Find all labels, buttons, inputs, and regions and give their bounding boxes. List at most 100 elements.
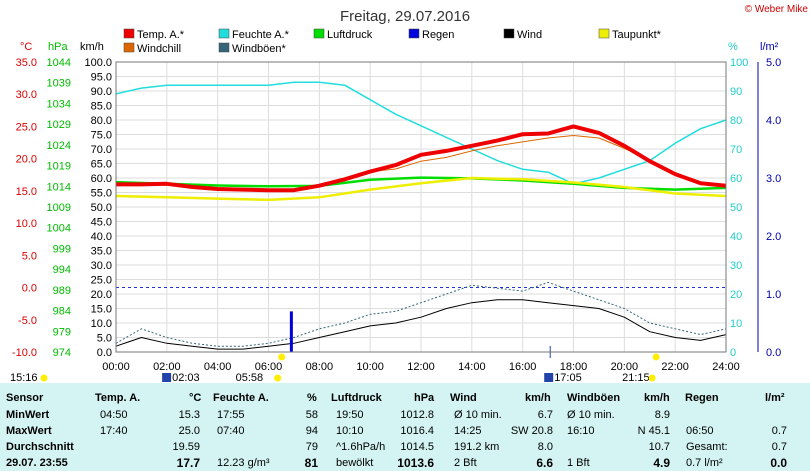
pressure-axis-unit: hPa — [48, 41, 68, 53]
time-tick-label: 04:00 — [204, 361, 232, 373]
legend-label: Taupunkt* — [612, 29, 662, 41]
table-cell: 16:10 — [567, 425, 595, 437]
temp-tick-label: 35.0 — [16, 57, 37, 69]
table-header-wind: Wind — [450, 392, 477, 404]
legend-label: Luftdruck — [327, 29, 373, 41]
legend-swatch — [123, 28, 135, 39]
time-tick-label: 24:00 — [712, 361, 740, 373]
humidity-tick-label: 20 — [730, 289, 742, 301]
legend-label: Temp. A.* — [137, 29, 185, 41]
table-row-label: 29.07. 23:55 — [6, 457, 68, 469]
humidity-tick-label: 100 — [730, 57, 748, 69]
table-header-temp-unit: °C — [189, 392, 202, 404]
wind-tick-label: 75.0 — [91, 130, 112, 142]
wind-tick-label: 70.0 — [91, 144, 112, 156]
wind-tick-label: 5.0 — [97, 333, 112, 345]
table-cell: 19:50 — [336, 409, 364, 421]
humidity-tick-label: 30 — [730, 260, 742, 272]
table-cell: Ø 10 min. — [567, 409, 615, 421]
humidity-tick-label: 60 — [730, 173, 742, 185]
temp-tick-label: -5.0 — [18, 315, 37, 327]
table-cell: 07:40 — [217, 425, 245, 437]
day-length-label: 15:16 — [10, 372, 38, 383]
table-cell: Gesamt: — [686, 441, 728, 453]
pressure-tick-label: 1039 — [47, 78, 71, 90]
table-cell: 1014.5 — [400, 441, 434, 453]
humidity-tick-label: 0 — [730, 347, 736, 359]
wind-tick-label: 20.0 — [91, 289, 112, 301]
rain-tick-label: 5.0 — [766, 57, 781, 69]
legend-label: Regen — [422, 29, 454, 41]
time-tick-label: 16:00 — [509, 361, 537, 373]
table-cell: 1012.8 — [400, 409, 434, 421]
series-line-wind — [115, 299, 727, 350]
table-header-sensor: Sensor — [6, 392, 44, 404]
series-line-windchill — [370, 135, 676, 174]
temp-tick-label: 0.0 — [22, 283, 37, 295]
wind-tick-label: 90.0 — [91, 86, 112, 98]
time-tick-label: 22:00 — [661, 361, 689, 373]
legend-label: Wind — [517, 29, 542, 41]
time-tick-label: 20:00 — [611, 361, 639, 373]
temp-tick-label: 20.0 — [16, 154, 37, 166]
table-row-label: Durchschnitt — [6, 441, 74, 453]
table-header-humidity: Feuchte A. — [213, 392, 269, 404]
sunrise-marker-icon — [278, 353, 286, 361]
wind-tick-label: 45.0 — [91, 217, 112, 229]
table-cell: bewölkt — [336, 457, 374, 469]
table-cell: 17:40 — [100, 425, 128, 437]
wind-tick-label: 50.0 — [91, 202, 112, 214]
humidity-tick-label: 70 — [730, 144, 742, 156]
table-cell: 1013.6 — [397, 456, 434, 470]
statistics-table: Sensor Temp. A. °C Feuchte A. % Luftdruc… — [0, 383, 810, 471]
pressure-tick-label: 999 — [53, 243, 71, 255]
wind-tick-label: 60.0 — [91, 173, 112, 185]
wind-tick-label: 35.0 — [91, 246, 112, 258]
temp-tick-label: 5.0 — [22, 250, 37, 262]
sunrise-time: 05:58 — [236, 372, 264, 383]
table-cell: Ø 10 min. — [454, 409, 502, 421]
table-header-humidity-unit: % — [307, 392, 317, 404]
table-cell: 8.9 — [654, 409, 670, 421]
wind-tick-label: 25.0 — [91, 275, 112, 287]
table-cell: 0.7 l/m² — [686, 457, 723, 469]
table-header-wind-unit: km/h — [525, 392, 551, 404]
rain-bar — [289, 311, 293, 352]
time-tick-label: 06:00 — [255, 361, 283, 373]
legend-label: Windchill — [137, 43, 181, 55]
table-cell: 58 — [305, 409, 318, 421]
humidity-tick-label: 80 — [730, 115, 742, 127]
legend-swatch — [218, 28, 230, 39]
wind-tick-label: 55.0 — [91, 188, 112, 200]
time-tick-label: 08:00 — [306, 361, 334, 373]
pressure-tick-label: 994 — [53, 264, 71, 276]
wind-tick-label: 30.0 — [91, 260, 112, 272]
table-cell: 0.7 — [771, 441, 787, 453]
table-cell: 2 Bft — [454, 457, 477, 469]
table-cell: 79 — [305, 441, 318, 453]
time-tick-label: 00:00 — [102, 361, 130, 373]
wind-tick-label: 85.0 — [91, 101, 112, 113]
table-cell: 1016.4 — [400, 425, 434, 437]
pressure-tick-label: 974 — [53, 347, 71, 359]
table-cell: 6.7 — [537, 409, 553, 421]
table-cell: 17.7 — [176, 456, 200, 470]
table-cell: 14:25 — [454, 425, 482, 437]
table-cell: ^1.6hPa/h — [336, 441, 386, 453]
sun-icon — [40, 374, 48, 382]
pressure-tick-label: 1034 — [47, 98, 71, 110]
humidity-tick-label: 10 — [730, 318, 742, 330]
moonset-time: 17:05 — [554, 372, 582, 383]
table-cell: 94 — [305, 425, 318, 437]
pressure-tick-label: 1024 — [47, 140, 71, 152]
wind-axis-unit: km/h — [80, 41, 104, 53]
wind-tick-label: 10.0 — [91, 318, 112, 330]
pressure-tick-label: 1044 — [47, 57, 71, 69]
table-cell: 191.2 km — [454, 441, 500, 453]
table-cell: 19.59 — [172, 441, 200, 453]
table-cell: N 45.1 — [637, 425, 670, 437]
pressure-tick-label: 1004 — [47, 223, 71, 235]
moonrise-time: 02:03 — [172, 372, 200, 383]
wind-tick-label: 80.0 — [91, 115, 112, 127]
series-line-taupunkt — [115, 176, 727, 202]
